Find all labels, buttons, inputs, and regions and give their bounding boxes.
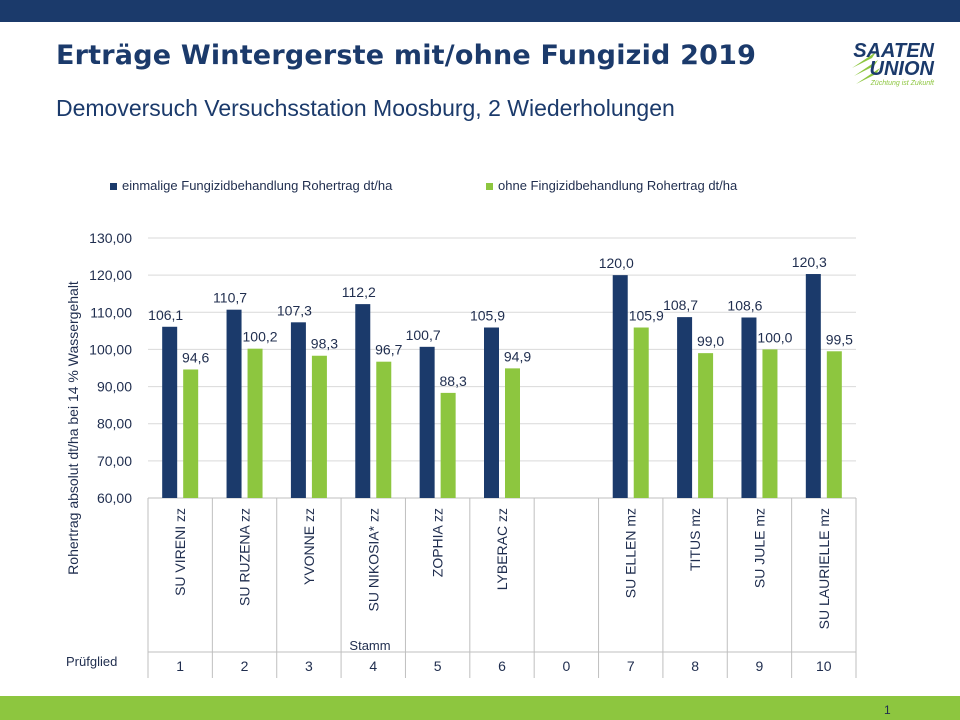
pruefglied-number: 6 <box>498 658 506 674</box>
bar-without-fungicide <box>247 348 263 498</box>
data-label: 106,1 <box>148 307 183 323</box>
data-label: 120,0 <box>599 255 634 271</box>
bar-with-fungicide <box>612 275 628 498</box>
slide-title: Erträge Wintergerste mit/ohne Fungizid 2… <box>56 40 757 71</box>
category-label: SU NIKOSIA* zz <box>365 508 381 611</box>
bar-with-fungicide <box>355 304 371 498</box>
bar-without-fungicide <box>440 392 456 498</box>
bar-without-fungicide <box>183 369 199 498</box>
group-label-stamm: Stamm <box>349 638 390 653</box>
legend-label-series-1: einmalige Fungizidbehandlung Rohertrag d… <box>122 178 393 193</box>
category-label: ZOPHIA zz <box>430 508 446 577</box>
row-label-pruefglied: Prüfglied <box>66 654 117 669</box>
category-label: SU JULE mz <box>751 508 767 588</box>
bar-with-fungicide <box>419 346 435 498</box>
y-tick-label: 70,00 <box>97 453 132 469</box>
legend-swatch-green <box>486 183 493 191</box>
data-label: 100,0 <box>757 329 792 345</box>
pruefglied-number: 3 <box>305 658 313 674</box>
bar-with-fungicide <box>484 327 499 498</box>
data-label: 120,3 <box>792 254 827 270</box>
category-label: SU RUZENA zz <box>237 508 253 606</box>
legend-item-series-1: einmalige Fungizidbehandlung Rohertrag d… <box>110 178 392 193</box>
pruefglied-number: 0 <box>562 658 570 674</box>
y-tick-label: 130,00 <box>89 230 132 246</box>
legend-item-series-2: ohne Fingizidbehandlung Rohertrag dt/ha <box>486 178 737 193</box>
logo-leaf-icon <box>852 52 880 84</box>
bar-without-fungicide <box>698 353 714 498</box>
data-label: 88,3 <box>440 373 467 389</box>
bottom-accent-bar <box>0 696 960 720</box>
bar-without-fungicide <box>376 361 392 498</box>
legend-label-series-2: ohne Fingizidbehandlung Rohertrag dt/ha <box>498 178 738 193</box>
pruefglied-number: 2 <box>241 658 249 674</box>
data-label: 100,7 <box>406 327 441 343</box>
data-label: 107,3 <box>277 302 312 318</box>
bar-without-fungicide <box>505 368 520 498</box>
pruefglied-number: 5 <box>434 658 442 674</box>
y-tick-label: 120,00 <box>89 267 132 283</box>
bar-without-fungicide <box>311 355 327 498</box>
bar-with-fungicide <box>741 317 757 498</box>
data-label: 108,6 <box>727 297 762 313</box>
pruefglied-number: 7 <box>627 658 635 674</box>
data-label: 99,5 <box>826 331 853 347</box>
y-tick-label: 110,00 <box>90 304 132 320</box>
category-label: TITUS mz <box>687 508 703 571</box>
pruefglied-number: 9 <box>756 658 764 674</box>
legend-swatch-dark <box>110 183 117 191</box>
bar-with-fungicide <box>162 326 178 498</box>
slide-subtitle: Demoversuch Versuchsstation Moosburg, 2 … <box>56 95 675 121</box>
data-label: 110,7 <box>213 290 247 306</box>
y-tick-label: 80,00 <box>97 416 132 432</box>
data-label: 94,9 <box>504 348 531 364</box>
pruefglied-number: 1 <box>176 658 184 674</box>
saaten-union-logo: SAATEN UNION Züchtung ist Zukunft <box>850 36 940 94</box>
category-label: SU ELLEN mz <box>623 508 639 598</box>
logo-text-union: UNION <box>869 58 934 80</box>
logo-tagline: Züchtung ist Zukunft <box>870 80 934 87</box>
y-tick-label: 60,00 <box>97 490 132 506</box>
data-label: 94,6 <box>182 349 209 365</box>
top-accent-bar <box>0 0 960 22</box>
bar-with-fungicide <box>677 317 693 498</box>
data-label: 99,0 <box>697 333 724 349</box>
data-label: 100,2 <box>243 329 278 345</box>
data-label: 105,9 <box>470 308 505 324</box>
bar-without-fungicide <box>762 349 778 498</box>
bar-with-fungicide <box>290 322 306 498</box>
y-tick-label: 100,00 <box>89 341 132 357</box>
category-label: SU VIRENI zz <box>172 508 188 596</box>
pruefglied-number: 10 <box>816 658 832 674</box>
bar-with-fungicide <box>226 309 242 498</box>
data-label: 96,7 <box>375 342 402 358</box>
bar-with-fungicide <box>805 274 821 498</box>
pruefglied-number: 4 <box>369 658 377 674</box>
logo-text-saaten: SAATEN <box>853 40 934 62</box>
data-label: 105,9 <box>629 308 664 324</box>
y-tick-label: 90,00 <box>97 379 132 395</box>
category-label: LYBERAC zz <box>494 508 510 590</box>
category-label: YVONNE zz <box>301 508 317 585</box>
data-label: 108,7 <box>663 297 698 313</box>
y-axis-title: Rohertrag absolut dt/ha bei 14 % Wasserg… <box>65 281 81 575</box>
bar-without-fungicide <box>826 351 842 498</box>
data-label: 112,2 <box>342 284 376 300</box>
data-label: 98,3 <box>311 336 338 352</box>
bar-without-fungicide <box>633 327 649 498</box>
category-label: SU LAURIELLE mz <box>816 508 832 629</box>
page-number: 1 <box>884 703 891 717</box>
pruefglied-number: 8 <box>691 658 699 674</box>
